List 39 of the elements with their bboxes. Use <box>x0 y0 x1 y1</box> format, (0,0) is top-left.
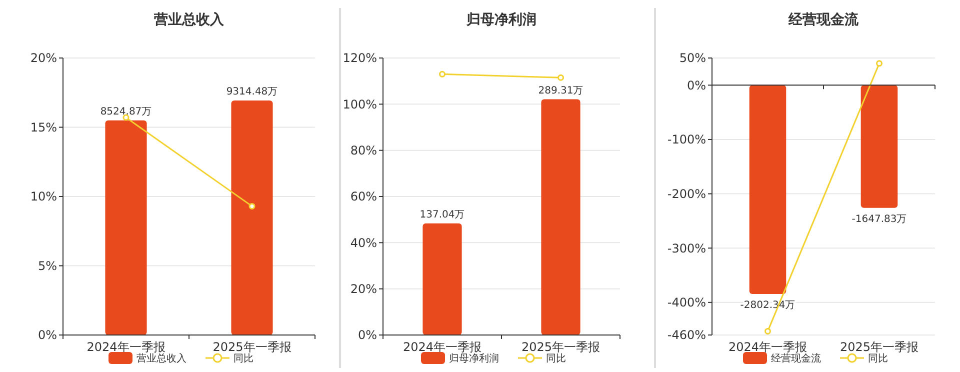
data-label: 8524.87万 <box>100 106 152 118</box>
x-tick-label: 2025年一季报 <box>212 340 292 354</box>
legend-label: 归母净利润 <box>449 352 499 364</box>
y-tick-label: 60% <box>350 190 377 204</box>
x-tick-label: 2025年一季报 <box>840 340 919 354</box>
data-label: 9314.48万 <box>226 86 278 98</box>
y-tick-label: 0% <box>38 328 57 342</box>
y-tick-label: 20% <box>30 51 57 66</box>
y-tick-label: 5% <box>38 258 57 273</box>
y-tick-label: 40% <box>350 236 377 250</box>
data-label: -1647.83万 <box>852 214 907 225</box>
x-tick-label: 2024年一季报 <box>86 340 166 354</box>
chart-title: 经营现金流 <box>788 11 860 28</box>
y-tick-label: 100% <box>342 97 377 112</box>
y-tick-label: 0% <box>358 328 377 342</box>
y-tick-label: -100% <box>667 132 706 147</box>
x-tick-label: 2025年一季报 <box>521 340 600 354</box>
legend-label: 同比 <box>868 352 888 364</box>
x-tick-label: 2024年一季报 <box>402 340 482 354</box>
y-tick-label: -460% <box>667 328 706 342</box>
y-tick-label: 0% <box>686 78 706 92</box>
y-tick-label: 10% <box>30 190 57 204</box>
legend-label: 同比 <box>546 352 566 364</box>
legend-label: 同比 <box>234 352 254 364</box>
y-tick-label: 50% <box>679 51 706 66</box>
data-label: 289.31万 <box>538 85 584 96</box>
legend-label: 营业总收入 <box>136 352 186 364</box>
y-tick-label: 120% <box>342 51 377 66</box>
y-tick-label: -400% <box>667 296 706 310</box>
y-tick-label: -300% <box>667 241 706 256</box>
chart-title: 营业总收入 <box>153 12 225 28</box>
y-tick-label: 80% <box>350 144 377 158</box>
x-tick-label: 2024年一季报 <box>728 340 808 354</box>
legend-label: 经营现金流 <box>771 352 821 364</box>
data-label: 137.04万 <box>420 209 465 220</box>
chart-title: 归母净利润 <box>466 11 536 28</box>
y-tick-label: -200% <box>667 186 706 201</box>
y-tick-label: 15% <box>30 120 57 134</box>
y-tick-label: 20% <box>350 282 377 296</box>
